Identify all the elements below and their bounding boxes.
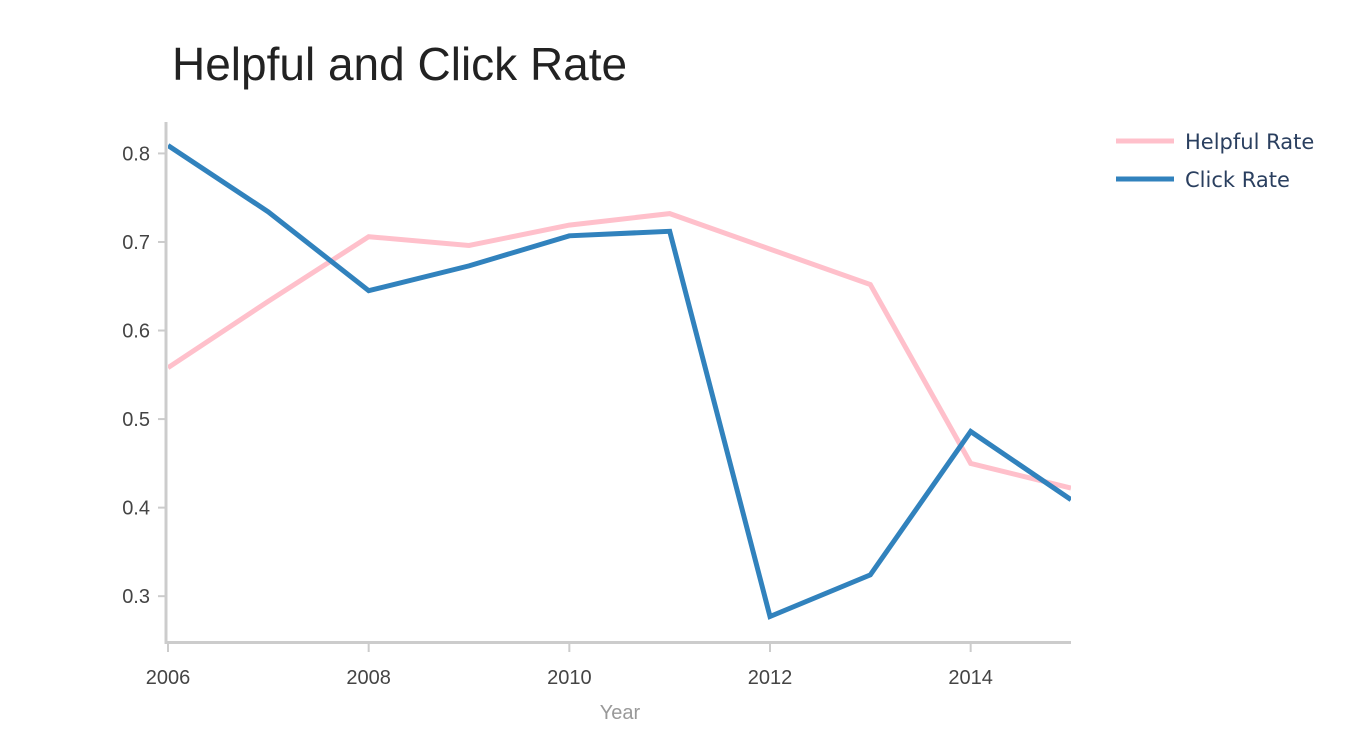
- series-line-helpful-rate[interactable]: [168, 211, 1071, 491]
- legend[interactable]: Helpful Rate Click Rate: [1116, 130, 1314, 192]
- x-tick-label: 2006: [146, 667, 191, 689]
- legend-item[interactable]: Click Rate: [1116, 168, 1290, 192]
- x-axis-title: Year: [600, 702, 641, 724]
- series-layer: [168, 143, 1071, 620]
- y-tick-label: 0.4: [122, 498, 150, 520]
- x-tick-label: 2008: [346, 667, 391, 689]
- x-axis-ticks: 2006 2008 2010 2012 2014: [146, 644, 993, 689]
- x-tick-label: 2010: [547, 667, 592, 689]
- x-tick-label: 2012: [748, 667, 793, 689]
- legend-label: Helpful Rate: [1185, 130, 1314, 154]
- y-tick-label: 0.7: [122, 232, 150, 254]
- y-tick-label: 0.6: [122, 321, 150, 343]
- y-axis-ticks: 0.3 0.4 0.5 0.6 0.7 0.8: [122, 143, 166, 608]
- y-tick-label: 0.8: [122, 143, 150, 165]
- x-tick-label: 2014: [948, 667, 993, 689]
- series-line-click-rate[interactable]: [168, 143, 1071, 620]
- plot-area: [168, 143, 1071, 620]
- y-tick-label: 0.3: [122, 586, 150, 608]
- legend-label: Click Rate: [1185, 168, 1290, 192]
- y-tick-label: 0.5: [122, 409, 150, 431]
- legend-item[interactable]: Helpful Rate: [1116, 130, 1314, 154]
- chart-title: Helpful and Click Rate: [172, 38, 627, 90]
